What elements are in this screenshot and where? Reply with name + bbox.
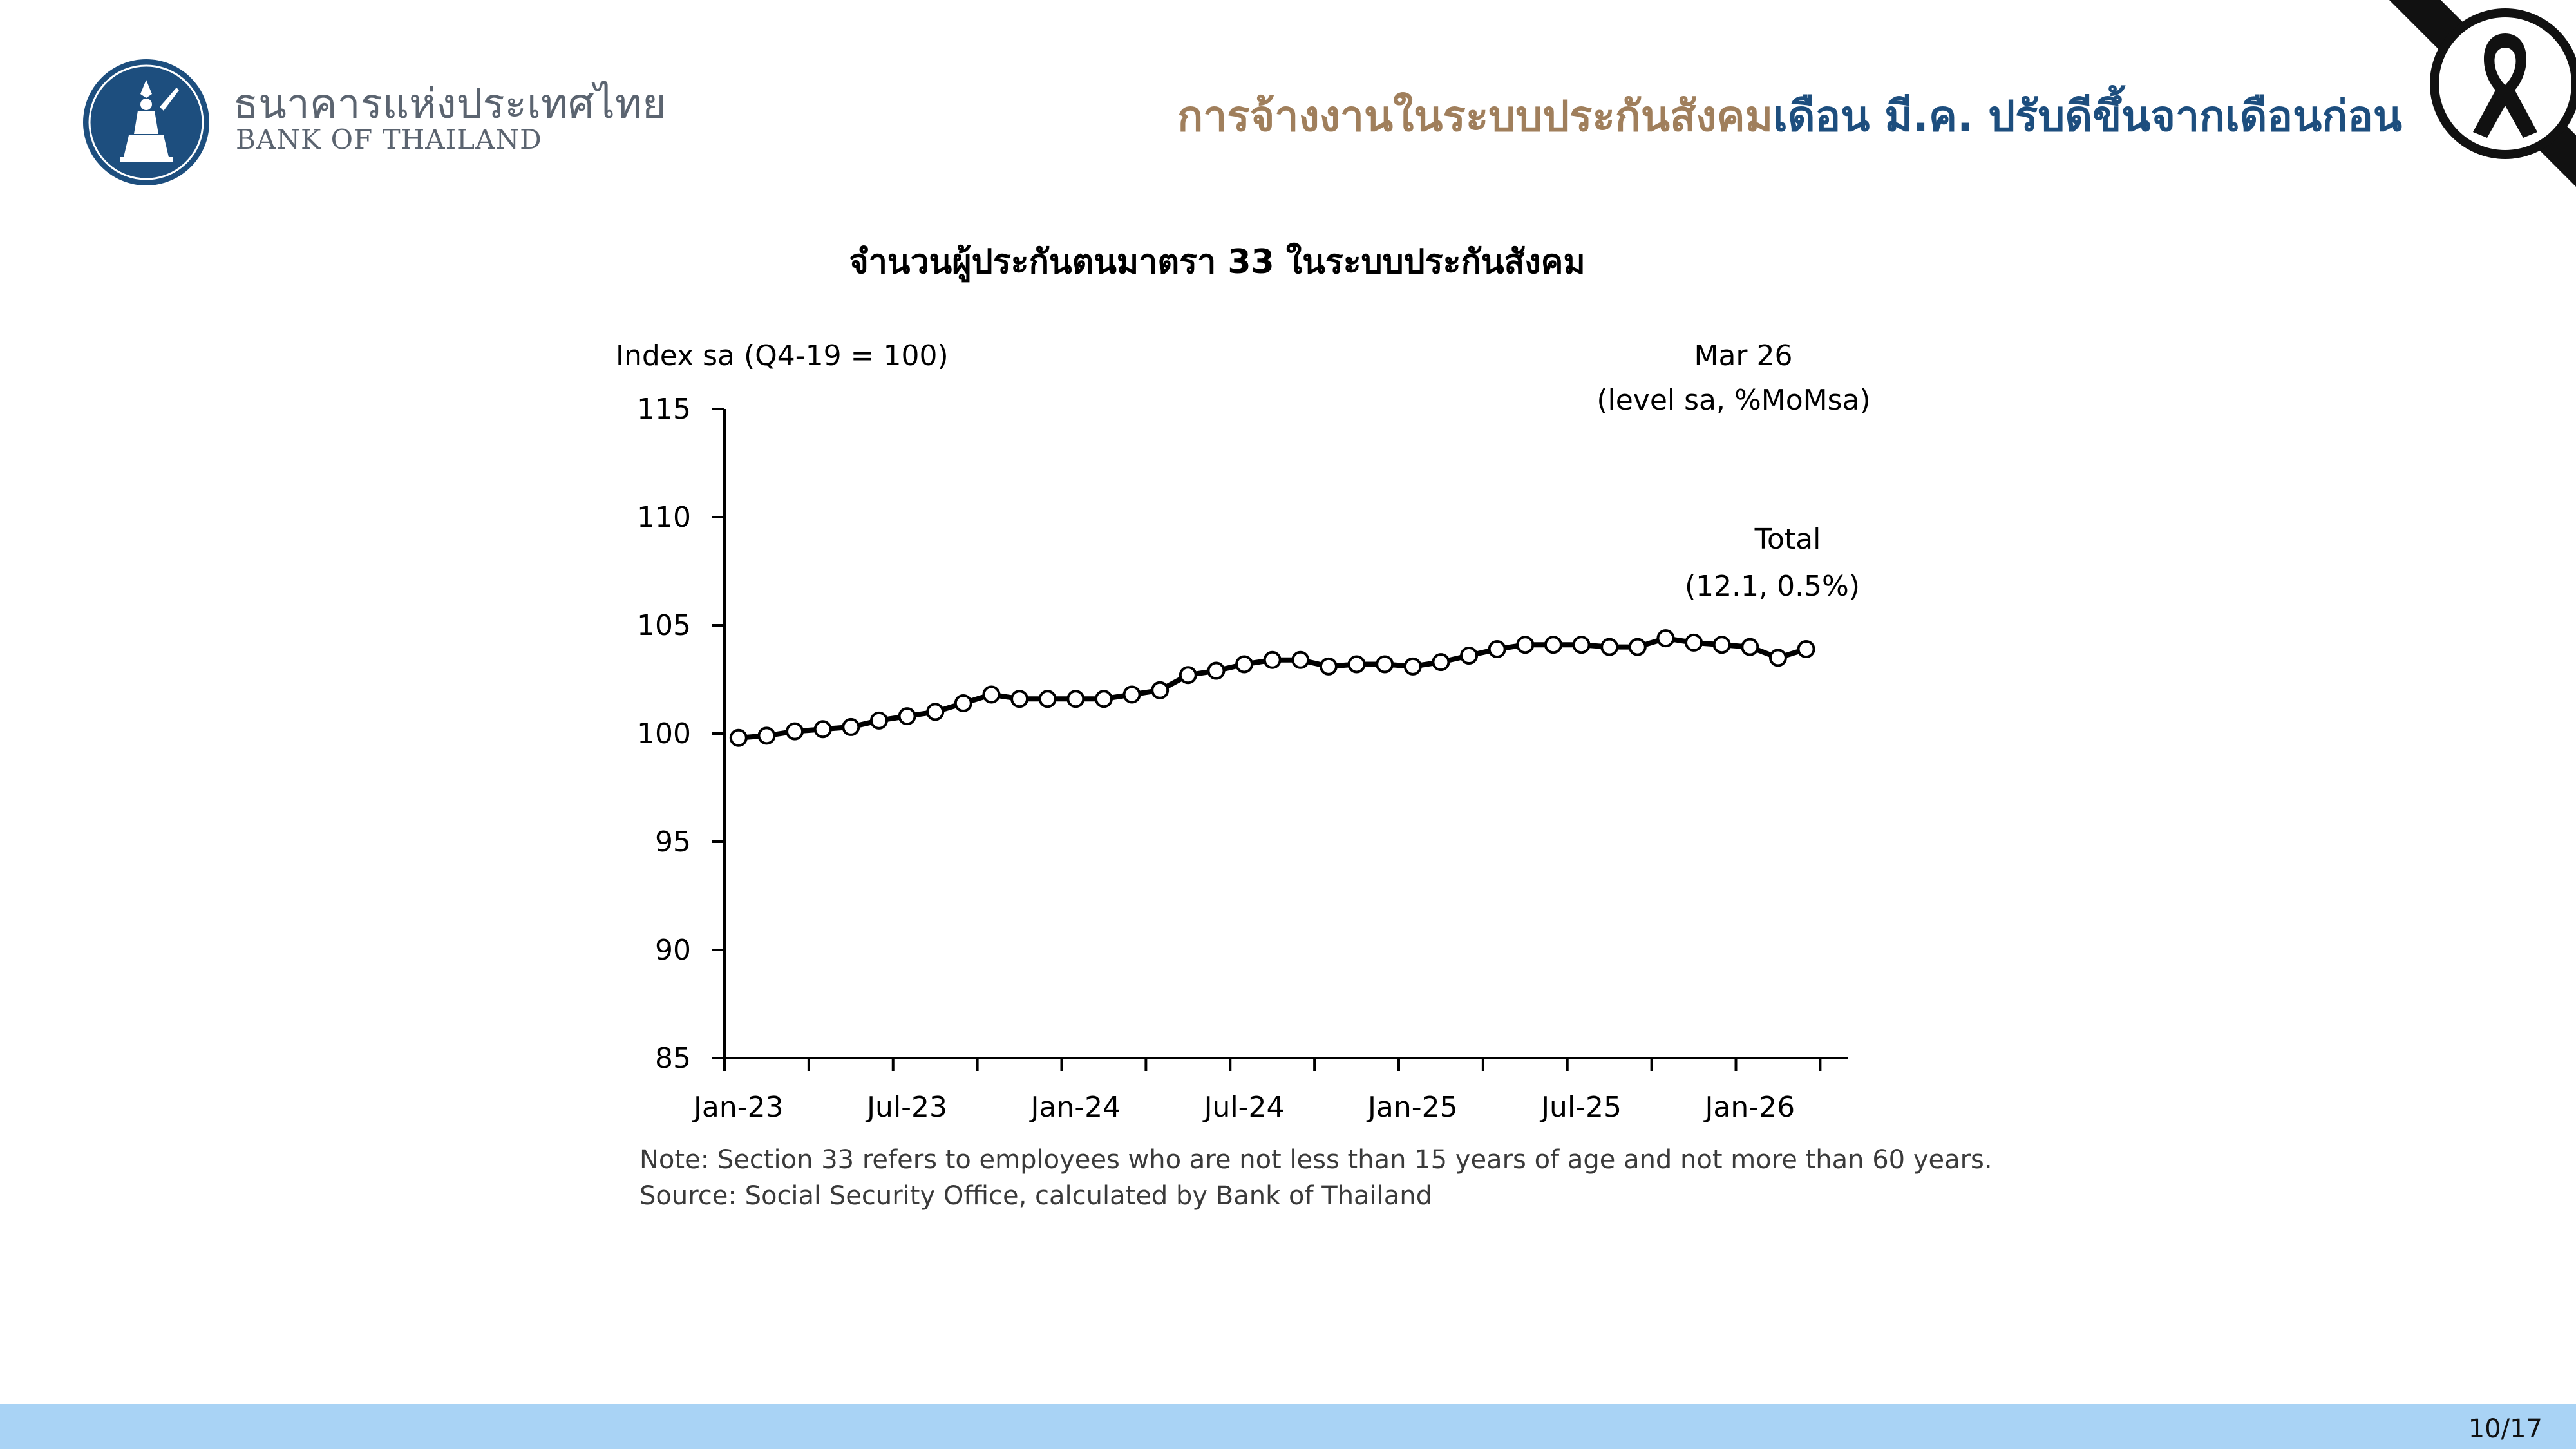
x-tick-label: Jan-24: [1028, 1091, 1121, 1124]
footer-bar: 10/17: [0, 1404, 2576, 1449]
data-point: [1516, 636, 1535, 654]
series-value-total: (12.1, 0.5%): [1685, 570, 1860, 603]
data-point: [1712, 636, 1731, 654]
data-point: [982, 685, 1001, 704]
data-point: [786, 722, 804, 741]
data-point: [869, 711, 888, 730]
x-tick-label: Jul-23: [865, 1091, 947, 1124]
data-point: [1460, 647, 1479, 665]
y-tick-label: 95: [655, 826, 691, 858]
bank-of-thailand-seal-icon: [83, 59, 209, 185]
data-point: [898, 707, 916, 726]
data-point: [1038, 690, 1057, 708]
y-tick-label: 90: [655, 934, 691, 967]
data-point: [1347, 655, 1366, 674]
data-point: [1656, 629, 1675, 648]
data-point: [1207, 661, 1226, 680]
data-point: [1797, 639, 1815, 658]
series-markers: [729, 629, 1815, 747]
y-tick-label: 110: [637, 501, 691, 534]
data-point: [1572, 636, 1591, 654]
chart-source: Source: Social Security Office, calculat…: [639, 1181, 1433, 1211]
x-tick-label: Jan-26: [1703, 1091, 1795, 1124]
x-tick-label: Jan-23: [692, 1091, 784, 1124]
data-point: [1376, 655, 1394, 674]
data-point: [1179, 666, 1197, 685]
y-axis-label: Index sa (Q4-19 = 100): [616, 339, 949, 372]
data-point: [1768, 649, 1787, 667]
data-point: [842, 717, 860, 736]
data-point: [813, 720, 832, 739]
data-point: [1010, 690, 1029, 708]
data-point: [1628, 638, 1647, 656]
data-point: [1319, 657, 1338, 676]
data-point: [1235, 655, 1254, 674]
y-tick-label: 115: [637, 393, 691, 426]
data-point: [926, 703, 945, 721]
chart-labels: Index sa (Q4-19 = 100) Mar 26 (level sa,…: [616, 339, 1871, 603]
data-point: [1488, 639, 1506, 658]
data-point: [1151, 681, 1170, 699]
data-point: [1432, 653, 1450, 672]
x-tick-label: Jul-25: [1539, 1091, 1622, 1124]
chart-note: Note: Section 33 refers to employees who…: [639, 1145, 1993, 1175]
bank-logo: ธนาคารแห่งประเทศไทย BANK OF THAILAND: [79, 59, 723, 188]
data-point: [1741, 638, 1759, 656]
data-point: [954, 694, 972, 712]
data-point: [1544, 636, 1562, 654]
headline-part-2: เดือน มี.ค. ปรับดีขึ้นจากเดือนก่อน: [1773, 91, 2402, 141]
data-point: [1066, 690, 1085, 708]
data-point: [1600, 638, 1619, 656]
corner-label-date: Mar 26: [1694, 339, 1793, 372]
corner-label-units: (level sa, %MoMsa): [1596, 384, 1870, 417]
x-tick-label: Jan-25: [1366, 1091, 1458, 1124]
data-point: [1403, 657, 1422, 676]
page-headline: การจ้างงานในระบบประกันสังคมเดือน มี.ค. ป…: [1177, 82, 2402, 150]
page-number: 10/17: [2468, 1414, 2543, 1444]
bank-name-thai: ธนาคารแห่งประเทศไทย: [233, 80, 667, 128]
mourning-ribbon-icon: [2389, 0, 2576, 187]
y-tick-label: 85: [655, 1042, 691, 1075]
data-point: [1685, 633, 1703, 652]
data-point: [757, 726, 776, 745]
data-point: [1263, 650, 1282, 669]
data-point: [1122, 685, 1141, 704]
data-point: [1094, 690, 1113, 708]
headline-part-1: การจ้างงานในระบบประกันสังคม: [1177, 91, 1774, 141]
bank-name-english: BANK OF THAILAND: [236, 124, 542, 155]
data-point: [729, 728, 748, 747]
chart-title: จำนวนผู้ประกันตนมาตรา 33 ในระบบประกันสัง…: [849, 243, 1586, 281]
y-tick-label: 100: [637, 717, 691, 750]
y-tick-label: 105: [637, 609, 691, 642]
x-tick-label: Jul-24: [1202, 1091, 1285, 1124]
data-point: [1291, 650, 1310, 669]
series-label-total: Total: [1754, 523, 1821, 556]
